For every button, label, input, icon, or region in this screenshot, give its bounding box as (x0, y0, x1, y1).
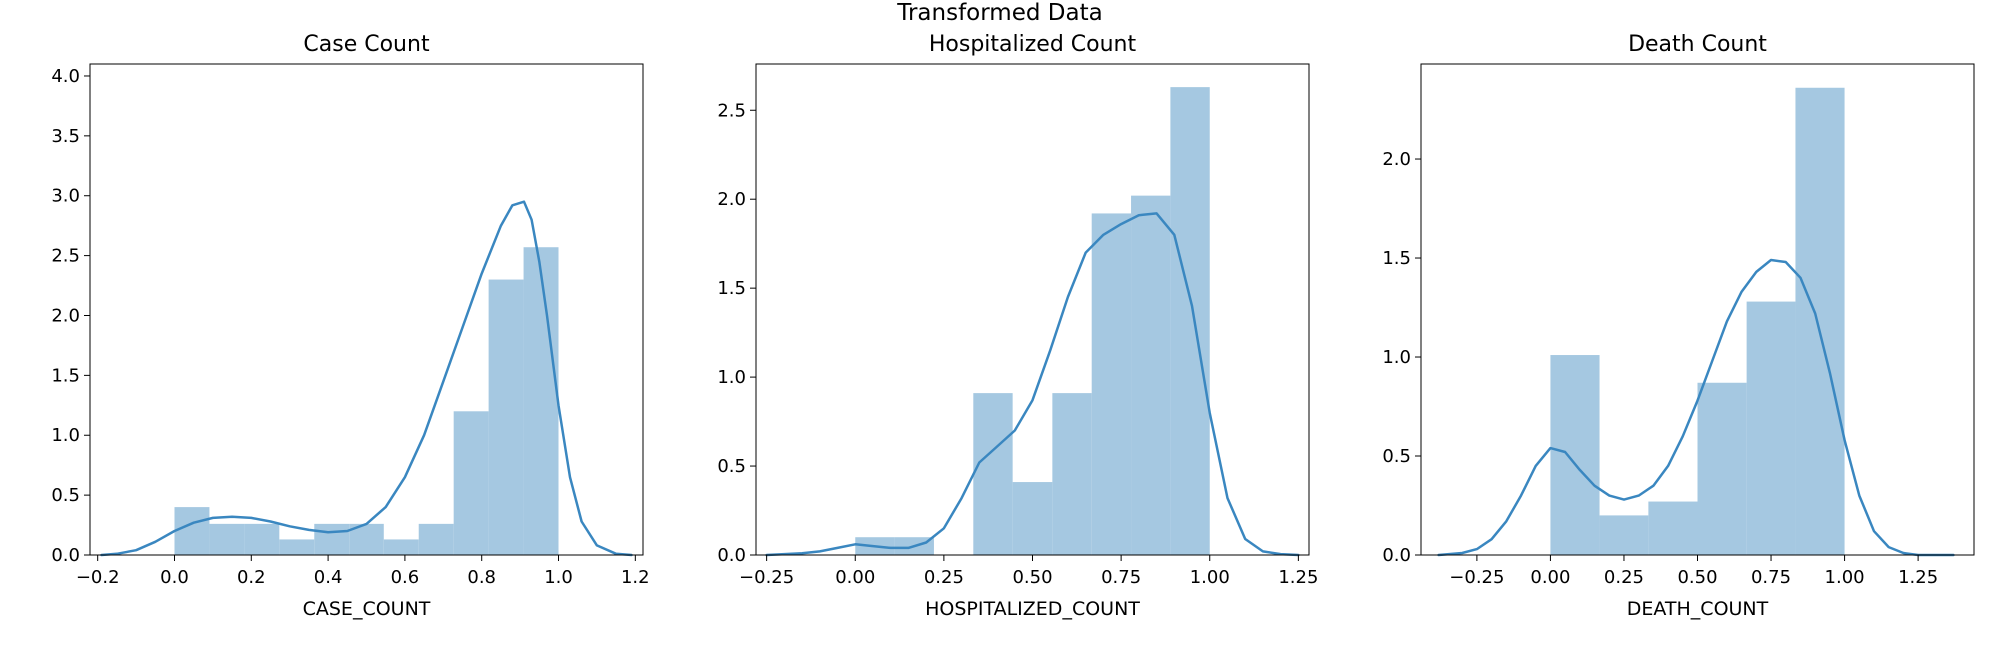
hist-bar (383, 539, 419, 555)
axes-frame (755, 63, 1310, 556)
y-tick-label: 0.5 (717, 456, 746, 477)
x-tick-label: 0.25 (924, 567, 964, 588)
y-tick-label: 0.0 (1382, 545, 1411, 566)
y-tick-label: 1.0 (717, 367, 746, 388)
hist-bar (418, 523, 454, 555)
hist-bar (973, 393, 1013, 555)
hist-bar (1648, 501, 1698, 555)
x-tick-label: 1.25 (1278, 567, 1318, 588)
y-tick-label: 0.0 (717, 545, 746, 566)
hist-bar (488, 279, 524, 555)
y-tick-label: 2.5 (51, 246, 80, 267)
axes-frame (89, 63, 644, 556)
x-tick-label: 1.0 (544, 567, 573, 588)
subplot-title: Hospitalized Count (929, 32, 1137, 57)
kde-line (765, 212, 1300, 557)
hist-bar (1131, 195, 1171, 555)
hist-bar (1052, 393, 1092, 555)
x-tick-label: 0.00 (835, 567, 875, 588)
y-tick-label: 1.0 (51, 425, 80, 446)
hist-bar (174, 507, 210, 555)
hist-bar (1550, 355, 1600, 555)
y-tick-label: 1.5 (51, 365, 80, 386)
x-tick-label: 1.00 (1190, 567, 1230, 588)
y-tick-label: 1.5 (1382, 248, 1411, 269)
y-tick-label: 2.0 (717, 189, 746, 210)
x-tick-label: 0.75 (1101, 567, 1141, 588)
x-tick-label: −0.25 (1449, 567, 1504, 588)
y-tick-label: 0.5 (1382, 446, 1411, 467)
hist-bar (1091, 213, 1132, 555)
x-tick-label: 0.0 (160, 567, 189, 588)
hist-bar (209, 523, 245, 555)
x-tick-label: 0.8 (467, 567, 496, 588)
subplot-title: Death Count (1628, 32, 1767, 57)
hist-bar (1746, 301, 1796, 555)
x-tick-label: 0.75 (1751, 567, 1791, 588)
hist-bar (244, 523, 280, 555)
subplot-3: −0.25 0.00 0.25 0.50 0.75 1.00 1.25 0.0 0.5 1.0 1.… (1382, 32, 1975, 620)
x-axis-label: HOSPITALIZED_COUNT (925, 598, 1140, 620)
y-tick-label: 2.0 (1382, 149, 1411, 170)
x-tick-label: 0.4 (314, 567, 343, 588)
y-tick-label: 3.5 (51, 126, 80, 147)
subplot-2: −0.25 0.00 0.25 0.50 0.75 1.00 1.25 0.0 0.5 1.0 1.… (717, 32, 1318, 620)
kde-line (1437, 258, 1955, 557)
x-axis-label: DEATH_COUNT (1627, 598, 1769, 620)
x-tick-label: 1.25 (1898, 567, 1938, 588)
y-tick-label: 3.0 (51, 186, 80, 207)
x-tick-label: 0.2 (237, 567, 266, 588)
y-tick-label: 2.5 (717, 100, 746, 121)
hist-bar (453, 411, 489, 555)
x-tick-label: 0.50 (1012, 567, 1052, 588)
subplot-1: −0.2 0.0 0.2 0.4 0.6 0.8 1.0 1.20.00.51.01.52.0… (51, 32, 649, 620)
y-tick-label: 2.0 (51, 305, 80, 326)
y-tick-label: 0.0 (51, 545, 80, 566)
x-tick-label: −0.25 (739, 567, 794, 588)
y-tick-label: 0.5 (51, 485, 80, 506)
subplot-title: Case Count (303, 32, 430, 57)
x-tick-label: 0.6 (391, 567, 420, 588)
y-tick-label: 1.0 (1382, 347, 1411, 368)
x-tick-label: 0.00 (1530, 567, 1570, 588)
x-axis-label: CASE_COUNT (303, 598, 431, 620)
hist-bar (1795, 87, 1845, 556)
x-tick-label: 1.00 (1825, 567, 1865, 588)
hist-bar (1599, 515, 1649, 555)
figure-suptitle: Transformed Data (897, 0, 1103, 26)
hist-bar (523, 247, 559, 556)
x-tick-label: 0.25 (1604, 567, 1644, 588)
y-tick-label: 1.5 (717, 278, 746, 299)
hist-bar (1012, 482, 1053, 555)
hist-bar (1697, 382, 1747, 555)
x-tick-label: 1.2 (621, 567, 650, 588)
y-tick-label: 4.0 (51, 66, 80, 87)
x-tick-label: 0.50 (1677, 567, 1717, 588)
kde-line (100, 200, 633, 557)
hist-bar (314, 523, 350, 555)
hist-bar (279, 539, 315, 555)
hist-bar (1170, 87, 1210, 556)
x-tick-label: −0.2 (76, 567, 120, 588)
